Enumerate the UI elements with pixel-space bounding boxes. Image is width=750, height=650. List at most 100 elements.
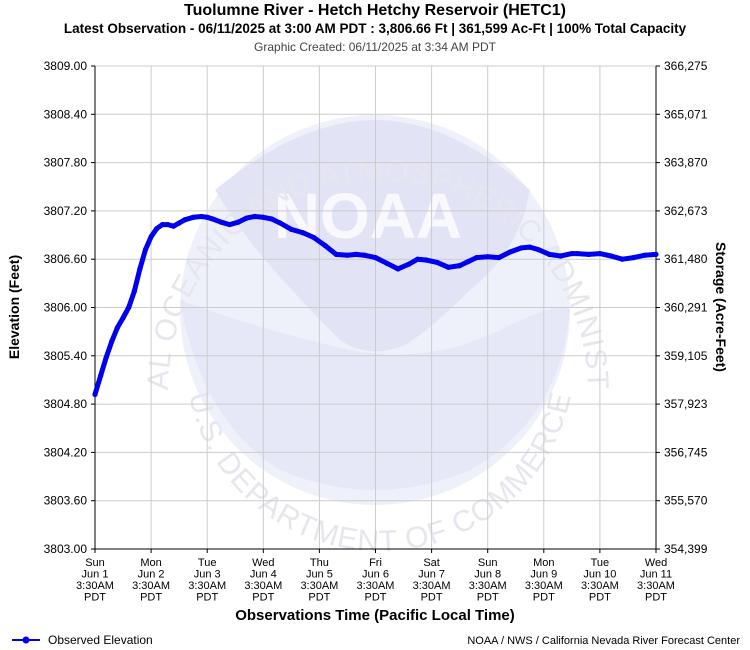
x-tick-label-day: Tue [591, 557, 610, 569]
x-tick-label-time: 3:30AM [469, 580, 507, 592]
x-tick-label-day: Sun [478, 557, 498, 569]
data-point [344, 252, 351, 258]
data-point [574, 250, 581, 257]
x-tick-label-day: Wed [252, 557, 274, 569]
data-point [608, 253, 614, 259]
y2-tick-label: 356,745 [664, 445, 708, 459]
data-point [384, 260, 390, 266]
x-tick-label-time: 3:30AM [76, 580, 114, 592]
data-point [322, 242, 328, 249]
watermark-bird-shape [215, 120, 530, 352]
data-point [299, 230, 306, 236]
x-tick-label-date: Jun 7 [418, 569, 445, 581]
x-tick-label-tz: PDT [252, 592, 274, 604]
noaa-watermark: NOAA NATIONAL OCEANIC AND ATMOSPHERIC AD… [0, 0, 613, 558]
legend-series-marker [12, 636, 40, 644]
data-point [406, 261, 412, 267]
y-tick-label: 3805.40 [44, 349, 88, 363]
data-point [496, 254, 502, 261]
data-point [642, 252, 648, 258]
data-point [558, 253, 564, 259]
data-point [159, 221, 165, 228]
data-point [269, 216, 275, 222]
x-tick-label-tz: PDT [140, 592, 162, 604]
x-tick-label-tz: PDT [196, 592, 218, 604]
data-point [114, 325, 121, 331]
data-point [423, 257, 429, 263]
y-axis-right-label: Storage (Acre-Feet) [713, 242, 729, 372]
y2-tick-label: 362,673 [664, 204, 708, 218]
data-point [353, 251, 359, 257]
data-point [518, 245, 524, 251]
data-point [165, 221, 171, 228]
data-point [204, 214, 210, 220]
x-tick-label-date: Jun 9 [530, 569, 557, 581]
data-point [361, 252, 367, 258]
y2-tick-label: 361,480 [664, 252, 708, 266]
x-tick-label-date: Jun 4 [250, 569, 277, 581]
x-axis-label: Observations Time (Pacific Local Time) [235, 607, 515, 624]
data-point [218, 219, 224, 225]
x-tick-label-day: Mon [140, 557, 161, 569]
data-point [198, 213, 205, 220]
y-tick-label: 3809.00 [44, 59, 88, 73]
data-point [190, 214, 196, 220]
x-tick-label-time: 3:30AM [300, 580, 338, 592]
legend: Observed Elevation [10, 633, 153, 647]
y-tick-label: 3807.20 [44, 204, 88, 218]
x-tick-label-time: 3:30AM [244, 580, 282, 592]
data-point [227, 221, 233, 228]
y2-tick-label: 357,923 [664, 397, 708, 411]
series-observed-elevation [92, 213, 659, 398]
data-point [277, 220, 283, 226]
y-axis-right-ticks: 354,399 355,570 356,745 357,923 359,105 360,2… [656, 59, 708, 556]
data-point [586, 251, 592, 257]
data-point [395, 266, 401, 272]
y2-tick-label: 360,291 [664, 301, 708, 315]
x-tick-label-time: 3:30AM [413, 580, 451, 592]
data-point [507, 249, 513, 255]
x-tick-label-day: Fri [369, 557, 382, 569]
y-axis-left-label: Elevation (Feet) [6, 255, 22, 359]
x-tick-label-time: 3:30AM [637, 580, 675, 592]
data-point [252, 213, 258, 220]
data-point [109, 338, 115, 344]
x-tick-label-date: Jun 1 [82, 569, 109, 581]
y-tick-label: 3808.40 [44, 107, 88, 121]
x-tick-label-day: Sun [85, 557, 105, 569]
data-point [103, 354, 109, 361]
data-point [311, 234, 317, 241]
data-point [445, 264, 452, 270]
data-point [619, 256, 625, 262]
data-point [235, 219, 241, 225]
grid-lines [94, 65, 657, 550]
y-axis-left-ticks: 3803.00 3803.60 3804.20 3804.80 3805.40 3806.… [44, 59, 95, 556]
x-tick-label-tz: PDT [421, 592, 443, 604]
data-point [414, 256, 421, 262]
x-tick-label-tz: PDT [533, 592, 555, 604]
data-point [170, 223, 177, 229]
data-point [148, 234, 154, 240]
x-tick-label-tz: PDT [84, 592, 106, 604]
data-point [142, 246, 149, 253]
data-point [597, 250, 603, 257]
x-tick-label-tz: PDT [589, 592, 611, 604]
y-tick-label: 3804.20 [44, 445, 88, 459]
chart-subtitle: Latest Observation - 06/11/2025 at 3:00 … [63, 21, 687, 36]
y-tick-label: 3803.60 [44, 494, 88, 508]
data-point [126, 304, 132, 311]
chart-title: Tuolumne River - Hetch Hetchy Reservoir … [183, 2, 566, 19]
x-tick-label-day: Wed [645, 557, 667, 569]
data-point [260, 214, 266, 220]
data-point [473, 254, 480, 261]
data-point [485, 254, 491, 260]
data-point [92, 391, 98, 398]
legend-series-label: Observed Elevation [48, 633, 153, 647]
data-point [243, 215, 250, 221]
x-tick-label-day: Thu [310, 557, 329, 569]
